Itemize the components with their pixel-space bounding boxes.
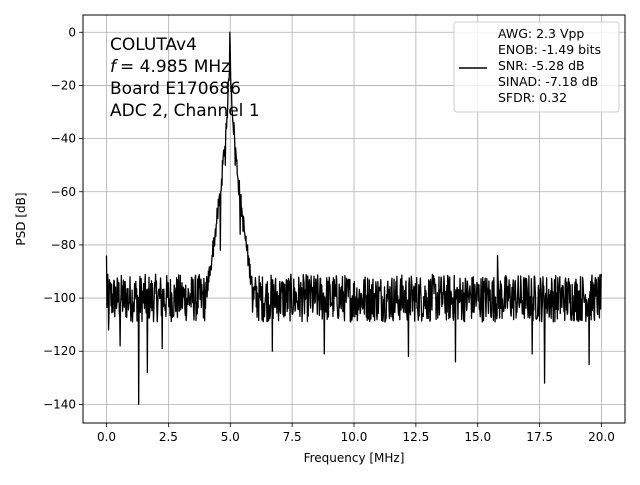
psd-trace-layer: [105, 31, 603, 406]
x-axis-ticks: 0.0 2.5 5.0 7.5 10.0 12.5 15.0 17.5 20.0: [97, 423, 615, 444]
legend-box: [453, 21, 620, 113]
legend-entry-sfdr: SFDR: 0.32: [498, 90, 567, 105]
y-tick-label: −140: [43, 397, 76, 411]
x-tick-label: 7.5: [283, 430, 302, 444]
y-tick-label: −20: [51, 78, 76, 92]
x-tick-label: 0.0: [97, 430, 116, 444]
y-axis-label: PSD [dB]: [14, 192, 28, 245]
annotation-line-frequency: f = 4.985 MHz: [110, 57, 230, 77]
annotation-line-board: Board E170686: [110, 79, 241, 99]
y-tick-label: −40: [51, 132, 76, 146]
legend: AWG: 2.3 Vpp ENOB: -1.49 bits SNR: -5.28…: [453, 21, 620, 113]
frequency-value: = 4.985 MHz: [120, 57, 230, 77]
y-axis-ticks: 0 −20 −40 −60 −80 −100 −120 −140: [43, 25, 83, 411]
x-tick-label: 10.0: [341, 430, 368, 444]
y-tick-label: −60: [51, 185, 76, 199]
annotation-line-channel: ADC 2, Channel 1: [110, 101, 260, 121]
legend-entry-enob: ENOB: -1.49 bits: [498, 42, 601, 57]
x-tick-label: 15.0: [464, 430, 491, 444]
y-tick-label: −100: [43, 291, 76, 305]
x-tick-label: 20.0: [588, 430, 615, 444]
y-tick-label: 0: [68, 25, 76, 39]
x-tick-label: 2.5: [159, 430, 178, 444]
legend-entry-sinad: SINAD: -7.18 dB: [498, 74, 598, 89]
annotation-block: COLUTAv4 f = 4.985 MHz Board E170686 ADC …: [110, 35, 260, 121]
y-tick-label: −120: [43, 344, 76, 358]
psd-trace-line: [105, 31, 603, 406]
x-tick-label: 12.5: [403, 430, 430, 444]
x-axis-label: Frequency [MHz]: [304, 451, 405, 465]
annotation-line-model: COLUTAv4: [110, 35, 197, 55]
x-tick-label: 5.0: [221, 430, 240, 444]
x-tick-label: 17.5: [526, 430, 553, 444]
y-tick-label: −80: [51, 238, 76, 252]
frequency-symbol: f: [110, 57, 119, 77]
legend-entry-snr: SNR: -5.28 dB: [498, 58, 585, 73]
legend-entry-awg: AWG: 2.3 Vpp: [498, 26, 584, 41]
